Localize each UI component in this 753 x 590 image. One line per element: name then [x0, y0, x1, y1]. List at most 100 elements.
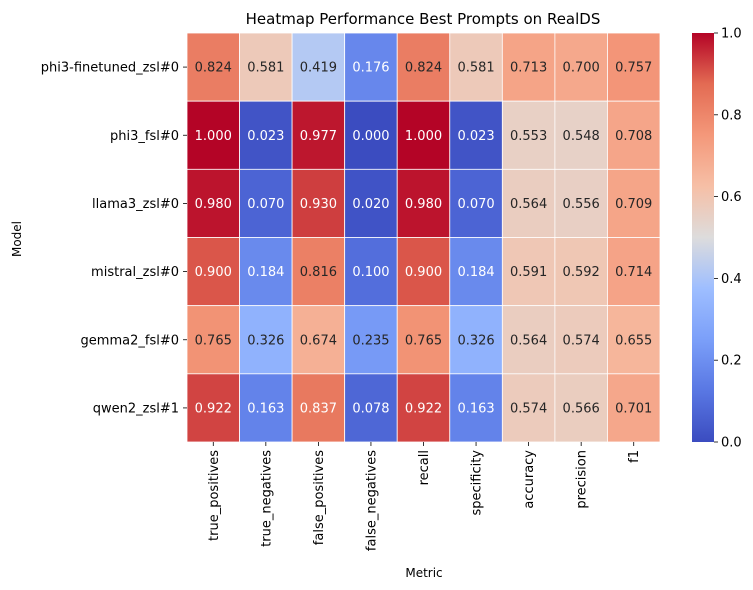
heatmap-cell — [186, 237, 240, 307]
cell-value-label: 0.553 — [510, 129, 547, 144]
cell-value-label: 0.900 — [195, 265, 232, 280]
cell-value-label: 0.900 — [405, 265, 442, 280]
cell-value-label: 0.564 — [510, 333, 547, 348]
heatmap-cell — [501, 100, 556, 170]
heatmap-cell — [344, 237, 398, 307]
colorbar-tick-label: 0.6 — [721, 190, 742, 205]
cell-value-label: 0.816 — [300, 265, 337, 280]
heatmap-cell — [554, 237, 608, 307]
column-label: true_negatives — [259, 450, 274, 547]
heatmap-cell — [186, 32, 240, 102]
cell-value-label: 0.023 — [457, 129, 494, 144]
column-label: specificity — [470, 450, 485, 516]
cell-value-label: 0.556 — [563, 197, 600, 212]
heatmap-cell — [449, 32, 503, 102]
cell-value-label: 0.000 — [352, 129, 389, 144]
cell-value-label: 0.326 — [457, 333, 494, 348]
cell-value-label: 1.000 — [405, 129, 442, 144]
heatmap-cell — [449, 373, 503, 443]
cell-value-label: 0.757 — [615, 61, 652, 76]
cell-value-label: 0.176 — [352, 61, 389, 76]
heatmap-cell — [239, 32, 293, 102]
row-label: phi3_fsl#0 — [110, 129, 179, 144]
heatmap-cell — [607, 305, 661, 375]
cell-value-label: 0.548 — [563, 129, 600, 144]
cell-value-label: 0.700 — [563, 61, 600, 76]
heatmap-cell — [239, 237, 293, 307]
heatmap-cell — [607, 237, 661, 307]
cell-value-label: 0.566 — [563, 401, 600, 416]
row-labels: phi3-finetuned_zsl#0 phi3_fsl#0 llama3_zsl… — [41, 61, 187, 416]
heatmap-cell — [344, 100, 398, 170]
heatmap-cell — [607, 373, 661, 443]
heatmap-cell — [291, 305, 346, 375]
cell-value-label: 0.765 — [195, 333, 232, 348]
chart-title: Heatmap Performance Best Prompts on Real… — [246, 10, 601, 28]
cell-value-label: 0.419 — [300, 61, 337, 76]
heatmap-cell — [449, 305, 503, 375]
heatmap-cell — [607, 168, 661, 238]
cell-value-label: 0.837 — [300, 401, 337, 416]
x-axis-label: Metric — [405, 566, 442, 580]
heatmap-cell — [291, 100, 346, 170]
cell-value-label: 0.714 — [615, 265, 652, 280]
cell-value-label: 0.070 — [457, 197, 494, 212]
colorbar-gradient — [692, 33, 714, 442]
cell-value-label: 0.574 — [563, 333, 600, 348]
cell-value-label: 0.326 — [247, 333, 284, 348]
cell-value-label: 0.980 — [195, 197, 232, 212]
cell-value-label: 0.980 — [405, 197, 442, 212]
cell-value-label: 0.235 — [352, 333, 389, 348]
cell-value-label: 0.591 — [510, 265, 547, 280]
heatmap-cell — [239, 305, 293, 375]
heatmap-cell — [344, 32, 398, 102]
row-label: gemma2_fsl#0 — [81, 333, 179, 348]
y-axis-label: Model — [10, 221, 24, 257]
cell-value-label: 0.930 — [300, 197, 337, 212]
heatmap-cell — [186, 168, 240, 238]
row-label: llama3_zsl#0 — [92, 197, 179, 212]
heatmap-cells: 0.824 0.581 0.419 0.176 0.824 0.581 0.713 0.700… — [186, 32, 661, 443]
heatmap-cell — [291, 168, 346, 238]
cell-value-label: 0.163 — [457, 401, 494, 416]
cell-value-label: 0.708 — [615, 129, 652, 144]
cell-value-label: 0.564 — [510, 197, 547, 212]
heatmap-cell — [239, 373, 293, 443]
colorbar-tick-label: 0.4 — [721, 272, 742, 287]
cell-value-label: 0.023 — [247, 129, 284, 144]
colorbar: 0.0 0.2 0.4 0.6 0.8 1.0 — [692, 27, 742, 451]
row-label: qwen2_zsl#1 — [93, 401, 179, 416]
cell-value-label: 0.655 — [615, 333, 652, 348]
colorbar-tick-label: 1.0 — [721, 27, 742, 42]
colorbar-tick-label: 0.8 — [721, 108, 742, 123]
cell-value-label: 0.020 — [352, 197, 389, 212]
heatmap-cell — [501, 305, 556, 375]
heatmap-cell — [291, 373, 346, 443]
heatmap-cell — [396, 168, 451, 238]
cell-value-label: 0.574 — [510, 401, 547, 416]
column-label: accuracy — [522, 450, 537, 509]
cell-value-label: 0.078 — [352, 401, 389, 416]
column-label: true_positives — [207, 450, 222, 541]
cell-value-label: 0.581 — [247, 61, 284, 76]
heatmap-cell — [344, 168, 398, 238]
column-label: precision — [575, 450, 590, 509]
heatmap-cell — [554, 100, 608, 170]
cell-value-label: 0.922 — [195, 401, 232, 416]
cell-value-label: 0.824 — [405, 61, 442, 76]
heatmap-cell — [607, 100, 661, 170]
cell-value-label: 1.000 — [195, 129, 232, 144]
cell-value-label: 0.713 — [510, 61, 547, 76]
cell-value-label: 0.709 — [615, 197, 652, 212]
cell-value-label: 0.184 — [247, 265, 284, 280]
heatmap-cell — [239, 168, 293, 238]
cell-value-label: 0.070 — [247, 197, 284, 212]
heatmap-cell — [344, 373, 398, 443]
column-label: false_positives — [312, 450, 327, 545]
cell-value-label: 0.100 — [352, 265, 389, 280]
colorbar-tick-label: 0.0 — [721, 436, 742, 451]
heatmap-cell — [396, 32, 451, 102]
heatmap-cell — [501, 168, 556, 238]
cell-value-label: 0.824 — [195, 61, 232, 76]
